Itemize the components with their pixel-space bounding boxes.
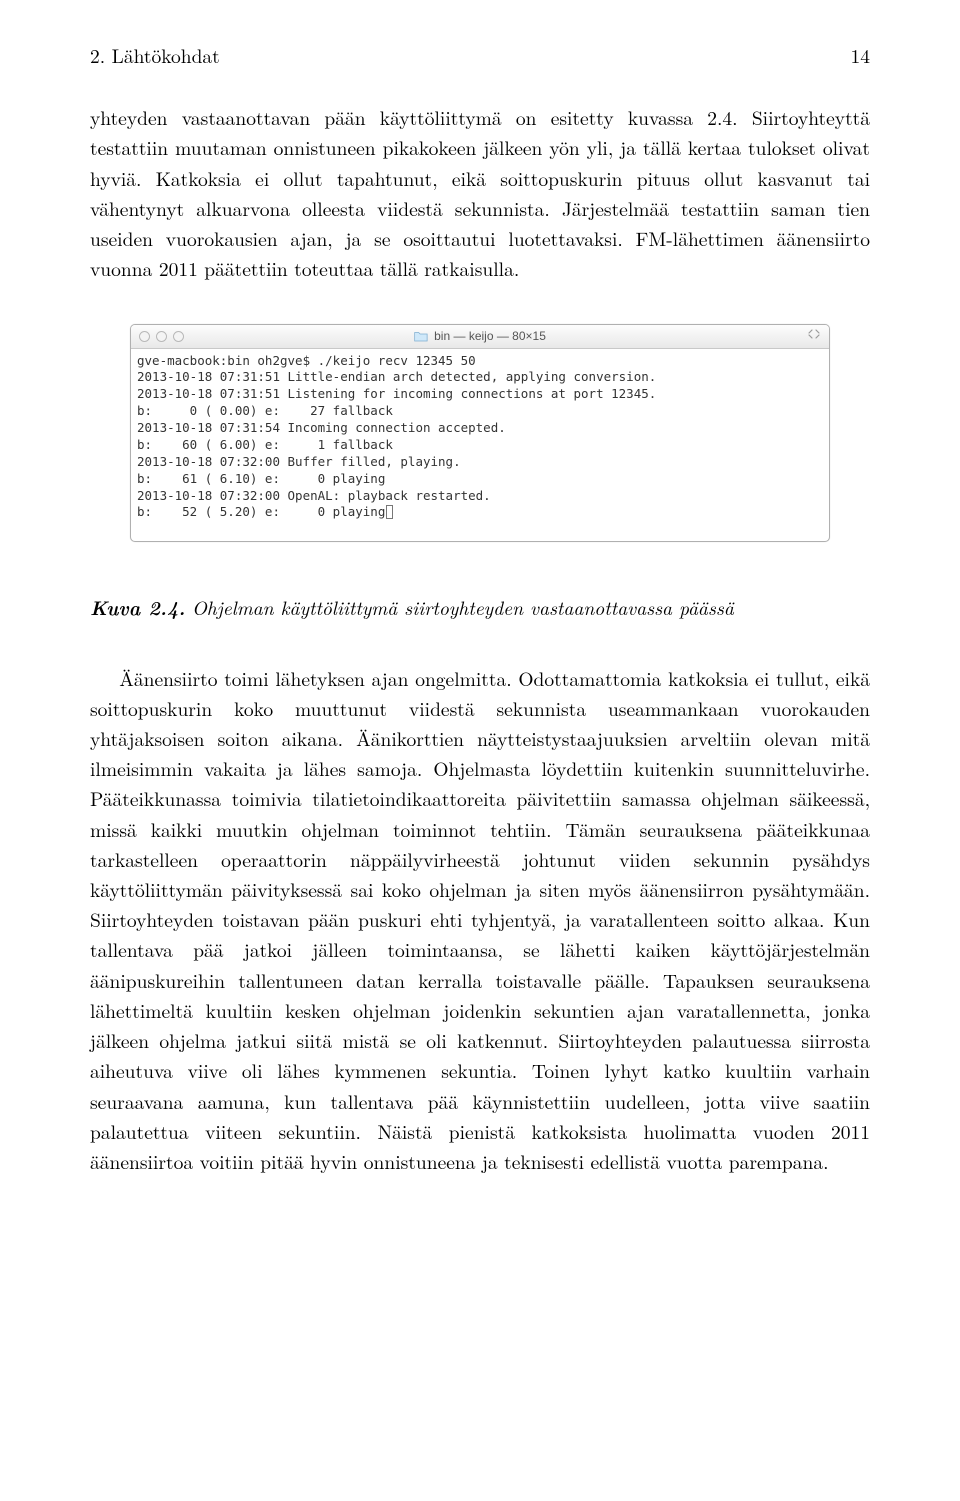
terminal-output[interactable]: gve-macbook:bin oh2gve$ ./keijo recv 123… — [131, 349, 829, 542]
terminal-line: 2013-10-18 07:31:51 Listening for incomi… — [137, 386, 656, 401]
terminal-line: 2013-10-18 07:32:00 OpenAL: playback res… — [137, 488, 491, 503]
close-icon[interactable] — [139, 331, 150, 342]
zoom-icon[interactable] — [173, 331, 184, 342]
page-header: 2. Lähtökohdat 14 — [90, 40, 870, 70]
cursor-icon — [386, 505, 393, 519]
terminal-line: b: 0 ( 0.00) e: 27 fallback — [137, 403, 393, 418]
minimize-icon[interactable] — [156, 331, 167, 342]
expand-icon[interactable] — [807, 327, 821, 346]
terminal-line: b: 60 ( 6.00) e: 1 fallback — [137, 437, 393, 452]
folder-icon — [414, 331, 428, 342]
terminal-line: 2013-10-18 07:31:54 Incoming connection … — [137, 420, 506, 435]
terminal-line: gve-macbook:bin oh2gve$ ./keijo recv 123… — [137, 353, 476, 368]
paragraph-2: Äänensiirto toimi lähetyksen ajan ongelm… — [90, 663, 870, 1177]
paragraph-1: yhteyden vastaanottavan pään käyttöliitt… — [90, 102, 870, 283]
titlebar-title-wrap: bin — keijo — 80×15 — [414, 327, 546, 346]
titlebar-right — [807, 327, 821, 346]
terminal-window: bin — keijo — 80×15 gve-macbook:bin oh2g… — [130, 324, 830, 543]
section-title: 2. Lähtökohdat — [90, 40, 220, 70]
figure-caption-text: Ohjelman käyttöliittymä siirtoyhteyden v… — [192, 593, 734, 621]
figure-caption: Kuva 2.4. Ohjelman käyttöliittymä siirto… — [90, 592, 870, 622]
terminal-line: 2013-10-18 07:32:00 Buffer filled, playi… — [137, 454, 461, 469]
terminal-titlebar: bin — keijo — 80×15 — [131, 325, 829, 349]
terminal-line: 2013-10-18 07:31:51 Little-endian arch d… — [137, 369, 656, 384]
page-number: 14 — [850, 40, 870, 70]
figure-label: Kuva 2.4. — [90, 593, 185, 621]
terminal-line: b: 52 ( 5.20) e: 0 playing — [137, 504, 385, 519]
terminal-title: bin — keijo — 80×15 — [434, 327, 546, 346]
traffic-lights — [131, 331, 184, 342]
terminal-line: b: 61 ( 6.10) e: 0 playing — [137, 471, 385, 486]
